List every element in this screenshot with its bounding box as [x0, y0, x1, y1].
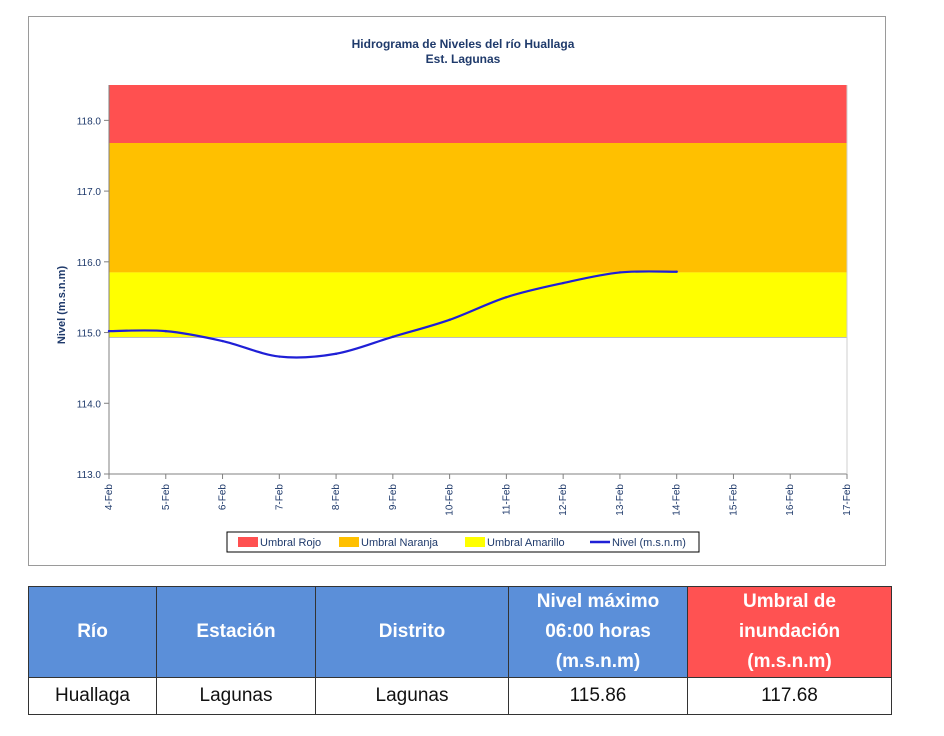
- table-row: Huallaga Lagunas Lagunas 115.86 117.68: [28, 677, 892, 715]
- data-point: [278, 355, 281, 358]
- legend-label: Umbral Rojo: [260, 537, 321, 549]
- legend: Umbral Rojo Umbral Naranja Umbral Amarillo…: [226, 531, 700, 553]
- header-line: (m.s.n.m): [747, 651, 832, 672]
- header-nivel-maximo: Nivel máximo 06:00 horas (m.s.n.m): [508, 586, 688, 678]
- header-line: (m.s.n.m): [555, 651, 641, 672]
- legend-label: Umbral Amarillo: [487, 537, 565, 549]
- data-point: [675, 270, 678, 273]
- cell-nivel-maximo: 115.86: [508, 677, 688, 715]
- band-umbral-rojo: [109, 85, 847, 143]
- header-line: Distrito: [378, 621, 446, 642]
- x-tick-label: 13-Feb: [615, 484, 626, 516]
- data-point: [391, 335, 395, 338]
- header-estacion: Estación: [156, 586, 316, 678]
- legend-swatch: [238, 537, 258, 547]
- x-tick-label: 12-Feb: [558, 484, 569, 516]
- data-point: [221, 339, 224, 343]
- header-line: inundación: [738, 621, 841, 642]
- x-tick-label: 14-Feb: [672, 484, 683, 516]
- y-tick-label: 118.0: [77, 116, 102, 127]
- cell-distrito: Lagunas: [315, 677, 509, 715]
- data-point: [448, 318, 451, 322]
- chart-frame: Hidrograma de Niveles del río Huallaga E…: [28, 16, 886, 566]
- x-tick-label: 5-Feb: [161, 484, 172, 511]
- header-rio: Río: [28, 586, 157, 678]
- x-tick-label: 16-Feb: [785, 484, 796, 516]
- data-point: [505, 295, 508, 299]
- hydrograph-chart: Hidrograma de Niveles del río Huallaga E…: [56, 37, 853, 553]
- x-tick-label: 10-Feb: [445, 484, 456, 516]
- header-line: Río: [77, 621, 108, 642]
- y-tick-label: 113.0: [77, 470, 102, 481]
- x-tick-label: 7-Feb: [274, 484, 285, 511]
- chart-title: Hidrograma de Niveles del río Huallaga: [352, 37, 575, 51]
- y-tick-label: 114.0: [77, 399, 102, 410]
- x-tick-label: 9-Feb: [388, 484, 399, 511]
- x-tick-label: 15-Feb: [728, 484, 739, 516]
- data-point: [107, 329, 111, 333]
- y-tick-label: 116.0: [77, 258, 102, 269]
- data-point: [164, 329, 167, 333]
- x-tick-label: 8-Feb: [331, 484, 342, 511]
- legend-label: Nivel (m.s.n.m): [612, 537, 686, 549]
- cell-estacion: Lagunas: [156, 677, 316, 715]
- cell-umbral-inundacion: 117.68: [687, 677, 892, 715]
- y-axis-label: Nivel (m.s.n.m): [56, 266, 68, 345]
- data-point: [334, 352, 338, 355]
- summary-table: Río Estación Distrito Nivel máximo 06:00 …: [28, 586, 892, 715]
- data-point: [561, 281, 565, 285]
- header-line: Estación: [196, 621, 276, 642]
- legend-label: Umbral Naranja: [361, 537, 439, 549]
- cell-rio: Huallaga: [28, 677, 157, 715]
- header-umbral-inundacion: Umbral de inundación (m.s.n.m): [687, 586, 892, 678]
- x-tick-label: 11-Feb: [501, 484, 512, 515]
- x-tick-label: 6-Feb: [218, 484, 229, 511]
- header-line: Umbral de: [743, 591, 836, 612]
- header-distrito: Distrito: [315, 586, 509, 678]
- data-point: [618, 271, 622, 274]
- band-umbral-amarillo: [109, 272, 847, 338]
- y-tick-label: 115.0: [77, 329, 102, 340]
- band-umbral-naranja: [109, 142, 847, 273]
- header-line: 06:00 horas: [545, 621, 651, 642]
- chart-subtitle: Est. Lagunas: [426, 52, 501, 66]
- legend-swatch: [465, 537, 485, 547]
- x-tick-label: 17-Feb: [842, 484, 853, 516]
- x-tick-label: 4-Feb: [104, 484, 115, 511]
- table-header-row: Río Estación Distrito Nivel máximo 06:00 …: [28, 586, 892, 678]
- header-line: Nivel máximo: [536, 591, 660, 612]
- legend-swatch: [339, 537, 359, 547]
- y-tick-label: 117.0: [77, 187, 102, 198]
